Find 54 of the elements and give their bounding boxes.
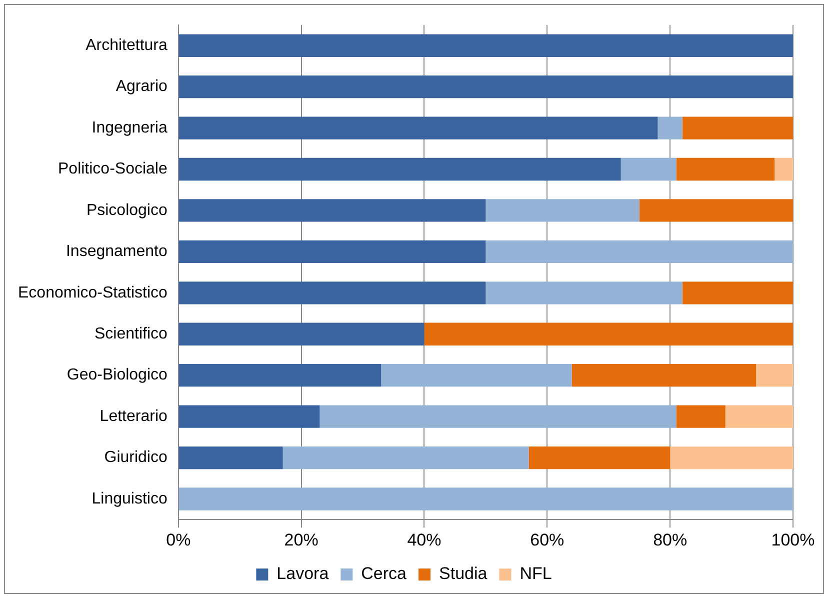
bar xyxy=(178,364,382,387)
bar xyxy=(639,199,793,222)
bar xyxy=(756,364,793,387)
bar xyxy=(178,199,486,222)
bar xyxy=(178,446,283,470)
y-tick-label: Architettura xyxy=(86,37,168,54)
bar xyxy=(486,240,793,264)
bar xyxy=(320,405,676,428)
bar xyxy=(620,158,676,181)
bar xyxy=(178,240,486,264)
bar xyxy=(676,158,775,181)
bar xyxy=(658,116,682,140)
legend-label: NFL xyxy=(520,564,552,584)
x-tick-label: 80% xyxy=(653,530,688,550)
bar xyxy=(178,405,320,428)
y-tick-label: Linguistico xyxy=(92,490,168,508)
bar xyxy=(528,446,670,470)
bar xyxy=(178,488,793,510)
x-tick-label: 40% xyxy=(407,530,442,550)
bar xyxy=(682,282,793,304)
legend-label: Lavora xyxy=(276,564,330,584)
bar xyxy=(178,282,486,304)
bar xyxy=(676,405,726,428)
y-tick-label: Agrario xyxy=(116,78,168,96)
bar xyxy=(572,364,756,387)
bar xyxy=(486,199,640,222)
x-tick-label: 60% xyxy=(530,530,564,550)
y-tick-label: Insegnamento xyxy=(66,243,168,260)
y-tick-label: Ingegneria xyxy=(92,119,168,136)
y-tick-label: Scientifico xyxy=(94,326,168,343)
x-tick-label: 0% xyxy=(166,530,191,550)
bar xyxy=(178,158,621,181)
bar xyxy=(178,322,424,346)
y-tick-label: Letterario xyxy=(100,408,168,425)
bar xyxy=(670,446,793,470)
bar xyxy=(486,282,682,304)
bar xyxy=(774,158,793,181)
bar xyxy=(682,116,793,140)
bar xyxy=(725,405,793,428)
bar xyxy=(178,116,658,140)
y-tick-label: Politico-Sociale xyxy=(58,160,168,178)
bar xyxy=(178,75,793,98)
y-tick-label: Psicologico xyxy=(86,202,168,219)
bar xyxy=(178,34,793,57)
x-tick-label: 100% xyxy=(771,530,815,550)
legend-label: Cerca xyxy=(361,564,408,584)
y-tick-label: Economico-Statistico xyxy=(18,284,168,302)
x-tick-label: 20% xyxy=(284,530,318,550)
legend-label: Studia xyxy=(439,564,488,584)
bar xyxy=(282,446,529,470)
bar xyxy=(381,364,572,387)
y-tick-label: Geo-Biologico xyxy=(66,366,168,384)
y-tick-label: Giuridico xyxy=(104,449,168,466)
bar xyxy=(424,322,793,346)
